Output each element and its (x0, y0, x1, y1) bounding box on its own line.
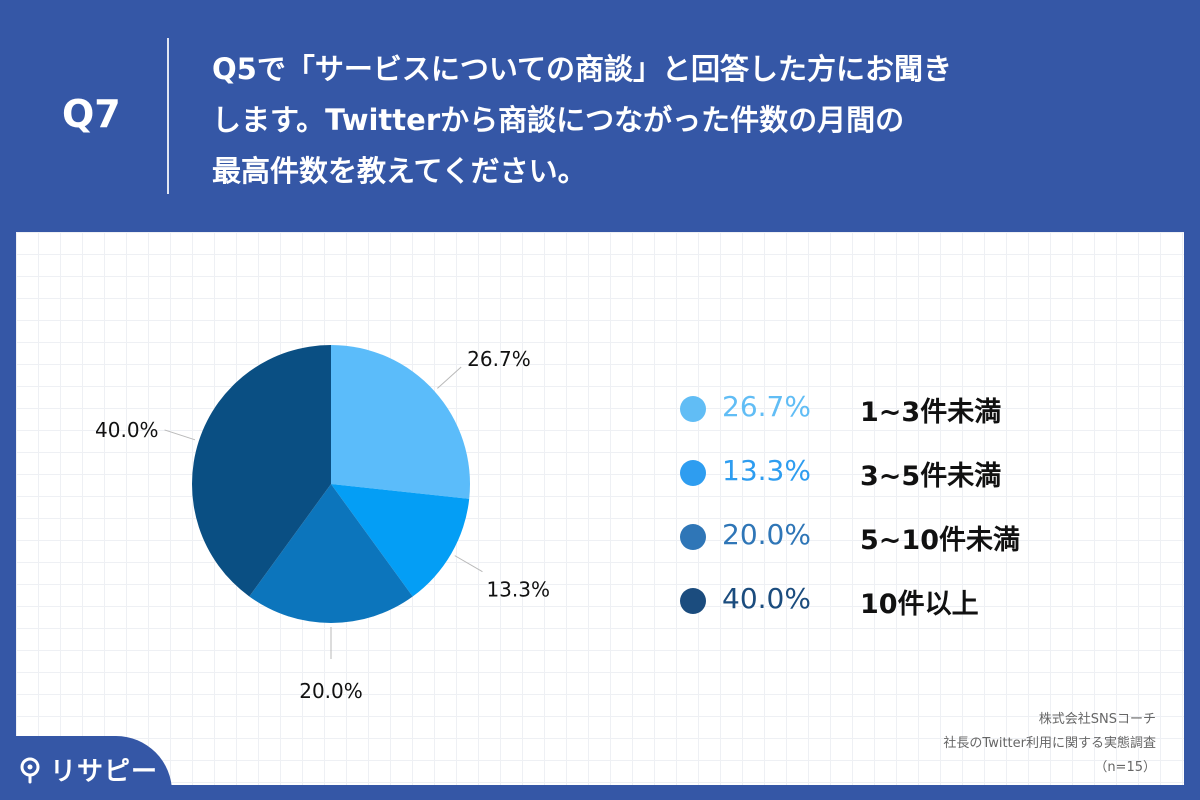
credit-company: 株式会社SNSコーチ (1038, 712, 1156, 727)
header: Q7 Q5で「サービスについての商談」と回答した方にお聞き します。Twitte… (0, 0, 1200, 232)
legend-dot (680, 524, 706, 550)
legend-percent: 20.0% (722, 518, 811, 551)
label-leader-line (164, 429, 196, 441)
credit-sample-size: （n=15） (1094, 760, 1156, 775)
header-divider (167, 38, 169, 194)
pie-slice (191, 345, 331, 597)
slice-value-label: 26.7% (467, 347, 531, 371)
legend-label: 1~3件未満 (860, 397, 1002, 428)
credit-survey: 社長のTwitter利用に関する実態調査 (943, 736, 1156, 751)
logo-tab: リサピー (0, 736, 172, 800)
legend-percent: 26.7% (722, 390, 811, 423)
legend-dot (680, 460, 706, 486)
legend-dot (680, 588, 706, 614)
question-number: Q7 (62, 92, 121, 136)
slice-value-label: 40.0% (95, 418, 159, 442)
chart-panel: 26.7% 13.3% 20.0% 40.0% 26.7% 1~3件未満 13.3% … (16, 232, 1184, 785)
question-line: 最高件数を教えてください。 (212, 154, 587, 188)
pie-slice (331, 484, 470, 597)
survey-credits: 株式会社SNSコーチ 社長のTwitter利用に関する実態調査 （n=15） (943, 708, 1156, 780)
label-leader-line (454, 555, 483, 573)
pin-icon (20, 757, 40, 784)
question-line: します。Twitterから商談につながった件数の月間の (212, 103, 905, 137)
question-text: Q5で「サービスについての商談」と回答した方にお聞き します。Twitterから… (212, 44, 1152, 197)
question-line: Q5で「サービスについての商談」と回答した方にお聞き (212, 52, 952, 86)
slice-value-label: 13.3% (486, 578, 550, 602)
pie-slice (331, 345, 470, 499)
legend-label: 5~10件未満 (860, 525, 1020, 556)
legend-percent: 13.3% (722, 454, 811, 487)
legend-label: 10件以上 (860, 589, 979, 620)
legend-dot (680, 396, 706, 422)
pie-chart: 26.7% 13.3% 20.0% 40.0% (95, 345, 550, 703)
pie-slice (249, 484, 413, 623)
logo-text: リサピー (50, 757, 159, 787)
label-leader-line (437, 366, 462, 389)
legend-percent: 40.0% (722, 582, 811, 615)
slice-value-label: 20.0% (299, 679, 363, 703)
legend-label: 3~5件未満 (860, 461, 1002, 492)
